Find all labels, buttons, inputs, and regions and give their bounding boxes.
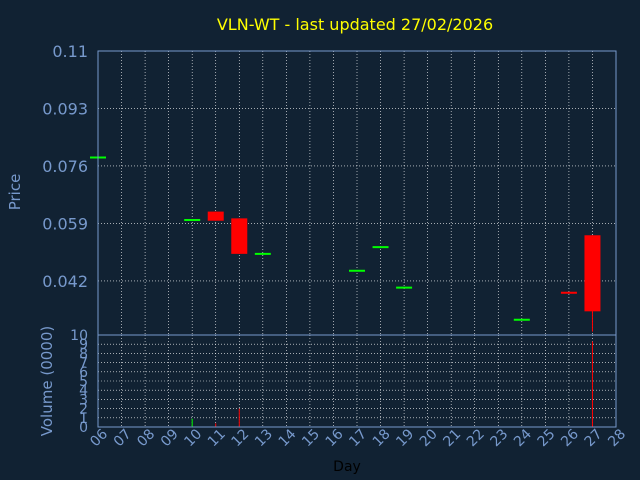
x-tick-label: 28 <box>605 426 629 450</box>
volume-tick-label: 10 <box>70 328 88 344</box>
x-tick-label: 10 <box>181 426 205 450</box>
x-tick-label: 20 <box>417 426 441 450</box>
volume-tick-label: 5 <box>79 374 88 390</box>
volume-tick-label: 3 <box>79 392 88 408</box>
x-tick-label: 07 <box>111 426 135 450</box>
volume-tick-label: 0 <box>79 420 88 436</box>
ticks-layer: 06 07 08 09 10 11 12 13 14 15 16 17 18 19 20 21 22 23 24 25… <box>42 42 629 450</box>
x-tick-label: 19 <box>393 426 417 450</box>
candle-body <box>231 218 248 254</box>
x-tick-label: 26 <box>558 426 582 450</box>
volume-tick-label: 4 <box>79 383 88 399</box>
candle-body <box>584 235 601 312</box>
grid-layer <box>98 51 616 427</box>
volume-tick-label: 1 <box>79 411 88 427</box>
x-tick-label: 18 <box>370 426 394 450</box>
price-tick-label: 0.093 <box>42 99 88 118</box>
x-tick-label: 27 <box>582 426 606 450</box>
x-tick-label: 24 <box>511 426 535 450</box>
price-tick-label: 0.059 <box>42 214 88 233</box>
x-tick-label: 09 <box>158 426 182 450</box>
volume-plot-frame <box>97 334 617 428</box>
x-tick-label: 16 <box>323 426 347 450</box>
chart-title: VLN-WT - last updated 27/02/2026 <box>217 15 493 34</box>
candle-body <box>207 211 224 221</box>
x-tick-label: 15 <box>299 426 323 450</box>
volume-tick-label: 2 <box>79 402 88 418</box>
marks-layer <box>90 156 601 427</box>
volume-tick-label: 9 <box>79 337 88 353</box>
x-tick-label: 06 <box>87 426 111 450</box>
price-tick-label: 0.042 <box>42 272 88 291</box>
volume-tick-label: 7 <box>79 356 88 372</box>
x-axis-label: Day <box>333 459 361 475</box>
x-tick-label: 12 <box>228 426 252 450</box>
x-tick-label: 25 <box>535 426 559 450</box>
x-tick-label: 17 <box>346 426 370 450</box>
price-tick-label: 0.11 <box>52 42 88 61</box>
price-axis-label: Price <box>6 174 24 211</box>
x-tick-label: 11 <box>205 426 229 450</box>
x-tick-label: 22 <box>464 426 488 450</box>
volume-axis-label: Volume (0000) <box>38 326 56 436</box>
volume-tick-label: 8 <box>79 346 88 362</box>
x-tick-label: 21 <box>440 426 464 450</box>
x-tick-label: 13 <box>252 426 276 450</box>
volume-tick-label: 6 <box>79 365 88 381</box>
x-tick-label: 23 <box>487 426 511 450</box>
price-tick-label: 0.076 <box>42 157 88 176</box>
x-tick-label: 14 <box>276 426 300 450</box>
x-tick-label: 08 <box>134 426 158 450</box>
